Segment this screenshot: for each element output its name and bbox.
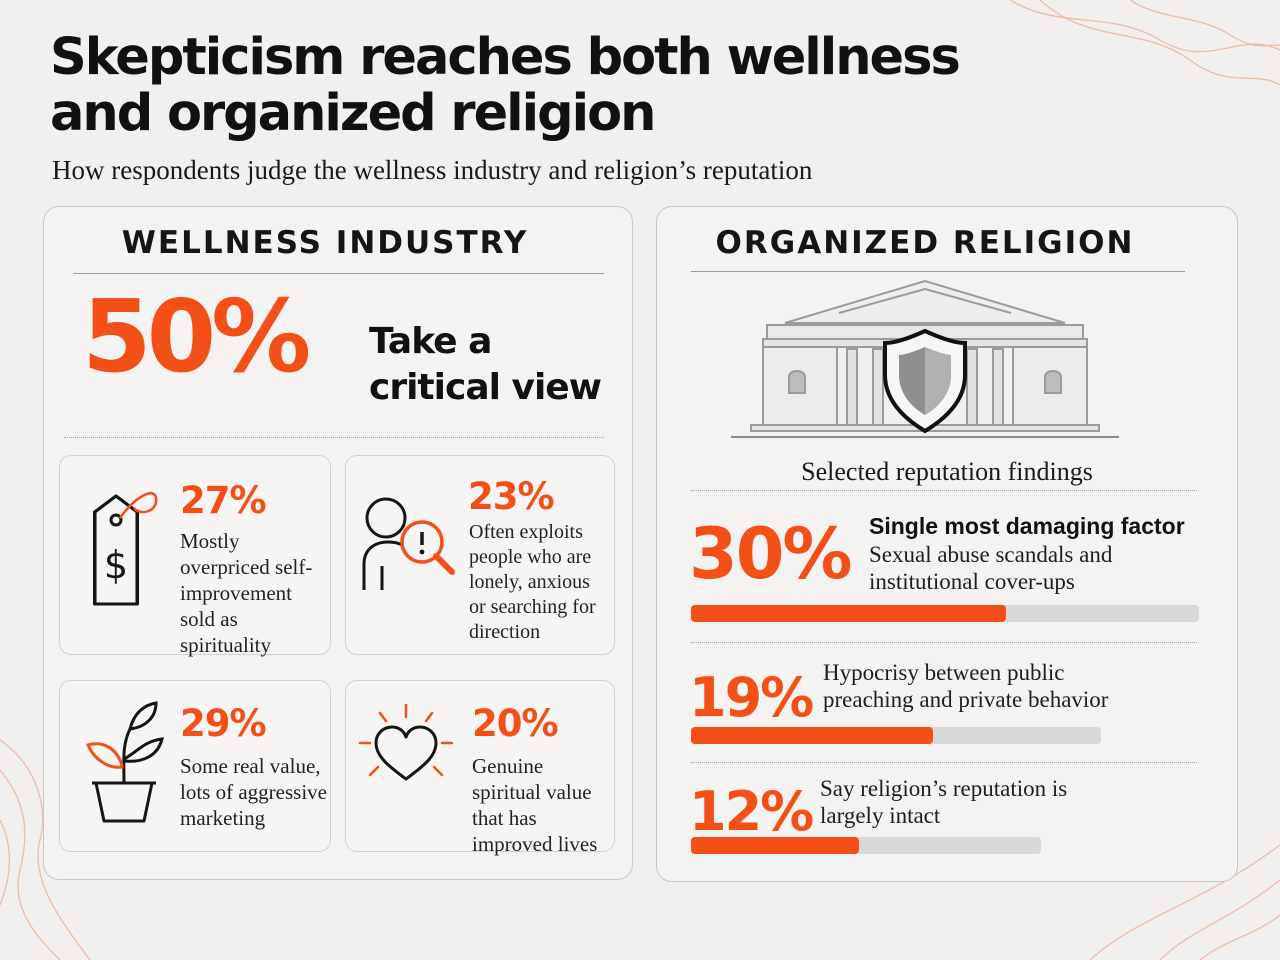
- finding-value: 30%: [689, 513, 853, 595]
- finding-divider: [691, 642, 1197, 643]
- card-value: 27%: [180, 479, 267, 522]
- wellness-card-aggressive-marketing: 29% Some real value, lots of aggressive …: [59, 680, 331, 852]
- finding-bar-fill: [691, 837, 859, 854]
- page-title: Skepticism reaches both wellness and org…: [50, 28, 961, 143]
- finding-bar-fill: [691, 727, 933, 744]
- finding-text: Hypocrisy between public preaching and p…: [823, 660, 1109, 712]
- organized-religion-panel: ORGANIZED RELIGION Selected reputation f…: [656, 206, 1238, 882]
- finding-value: 12%: [689, 780, 814, 843]
- wellness-card-overpriced: $ 27% Mostly overpriced self-improvement…: [59, 455, 331, 657]
- wellness-industry-panel: WELLNESS INDUSTRY 50% Take a critical vi…: [43, 206, 633, 880]
- potted-plant-icon: [85, 701, 164, 823]
- religion-heading: ORGANIZED RELIGION: [715, 225, 1135, 261]
- radiant-heart-icon: [358, 703, 454, 781]
- religion-heading-rule: [691, 271, 1185, 272]
- finding-divider: [691, 762, 1197, 763]
- findings-divider: [691, 490, 1197, 491]
- wellness-heading-rule: [74, 273, 604, 274]
- card-text: Mostly overpriced self-improvement sold …: [180, 529, 313, 657]
- findings-heading: Selected reputation findings: [801, 457, 1093, 486]
- page-subtitle: How respondents judge the wellness indus…: [52, 155, 813, 185]
- wellness-headline-value: 50%: [82, 278, 311, 395]
- wellness-card-exploits: 23% Often exploits people who are lonely…: [345, 455, 615, 655]
- person-magnifier-icon: [362, 497, 455, 590]
- temple-shield-icon: [731, 279, 1119, 438]
- wellness-divider: [64, 437, 604, 438]
- finding-bold-label: Single most damaging factor: [869, 513, 1185, 539]
- card-text: Some real value, lots of aggressive mark…: [180, 754, 327, 830]
- finding-text: Sexual abuse scandals and institutional …: [869, 542, 1113, 594]
- wellness-heading: WELLNESS INDUSTRY: [121, 225, 529, 261]
- card-text: Genuine spiritual value that has improve…: [472, 754, 598, 856]
- wellness-headline-label: Take a critical view: [369, 321, 602, 408]
- wellness-card-genuine-value: 20% Genuine spiritual value that has imp…: [345, 680, 615, 856]
- finding-bar-track: [691, 605, 1199, 622]
- card-text: Often exploits people who are lonely, an…: [469, 521, 596, 643]
- card-value: 20%: [472, 702, 559, 745]
- finding-bar-fill: [691, 605, 1006, 622]
- price-tag-icon: $: [93, 492, 158, 606]
- finding-value: 19%: [689, 666, 814, 729]
- svg-text:$: $: [104, 543, 128, 587]
- finding-text: Say religion’s reputation is largely int…: [820, 776, 1068, 828]
- card-value: 29%: [180, 702, 267, 745]
- card-value: 23%: [468, 475, 555, 518]
- finding-bar-track: [691, 727, 1101, 744]
- finding-bar-track: [691, 837, 1041, 854]
